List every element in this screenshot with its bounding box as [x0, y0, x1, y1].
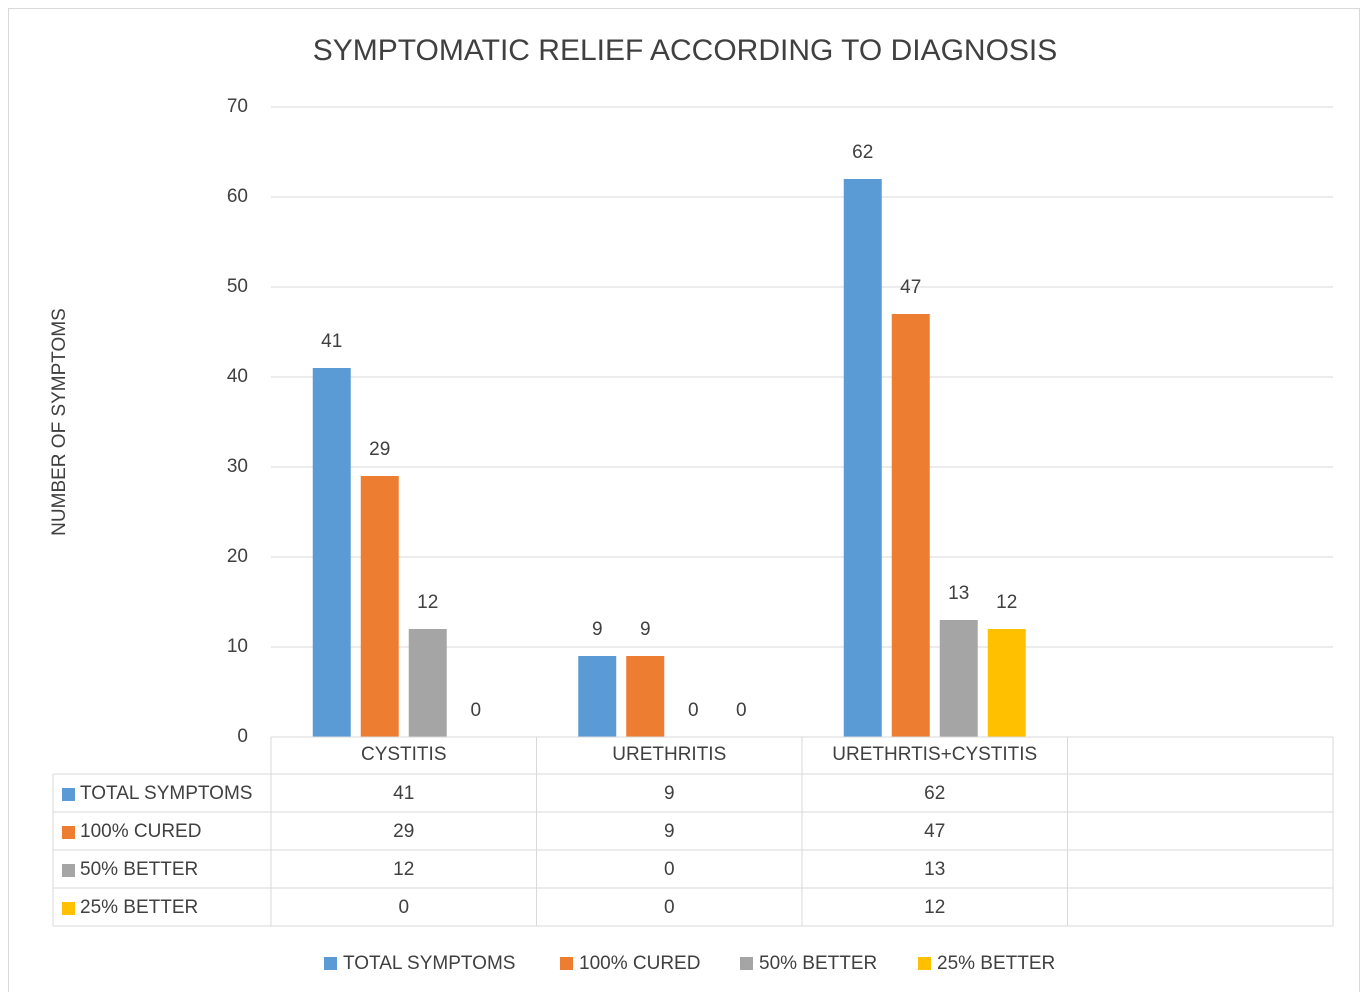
- table-legend-key: [62, 826, 75, 839]
- y-axis-title: NUMBER OF SYMPTOMS: [49, 308, 70, 536]
- table-cell: 29: [393, 821, 414, 842]
- table-cell: 9: [664, 821, 675, 842]
- table-legend-key: [62, 902, 75, 915]
- data-label: 9: [592, 619, 603, 640]
- table-cell: 12: [924, 897, 945, 918]
- legend-label: TOTAL SYMPTOMS: [343, 953, 515, 974]
- table-cell: 0: [398, 897, 409, 918]
- legend-label: 100% CURED: [579, 953, 700, 974]
- table-row-label: 100% CURED: [80, 821, 201, 842]
- table-cell: 13: [924, 859, 945, 880]
- data-label: 0: [688, 700, 699, 721]
- data-label: 47: [900, 277, 921, 298]
- x-tick-label: URETHRTIS+CYSTITIS: [832, 744, 1037, 765]
- table-cell: 41: [393, 783, 414, 804]
- table-row-label: TOTAL SYMPTOMS: [80, 783, 252, 804]
- data-label: 0: [736, 700, 747, 721]
- data-label: 12: [996, 592, 1017, 613]
- bar: [408, 629, 447, 737]
- y-tick-label: 0: [237, 726, 248, 747]
- y-tick-label: 40: [227, 366, 248, 387]
- legend-key: [740, 957, 753, 970]
- data-label: 13: [948, 583, 969, 604]
- bar: [939, 620, 978, 737]
- table-cell: 9: [664, 783, 675, 804]
- data-label: 12: [417, 592, 438, 613]
- legend-label: 25% BETTER: [937, 953, 1055, 974]
- table-row-label: 25% BETTER: [80, 897, 198, 918]
- bar: [360, 476, 399, 737]
- bar: [312, 368, 351, 737]
- data-label: 0: [470, 700, 481, 721]
- x-tick-label: CYSTITIS: [361, 744, 447, 765]
- bar: [578, 656, 617, 737]
- legend-key: [324, 957, 337, 970]
- legend-key: [560, 957, 573, 970]
- y-tick-label: 50: [227, 276, 248, 297]
- table-cell: 0: [664, 859, 675, 880]
- legend-label: 50% BETTER: [759, 953, 877, 974]
- table-cell: 0: [664, 897, 675, 918]
- y-tick-label: 20: [227, 546, 248, 567]
- table-legend-key: [62, 788, 75, 801]
- y-tick-label: 30: [227, 456, 248, 477]
- bar: [987, 629, 1026, 737]
- chart-title: SYMPTOMATIC RELIEF ACCORDING TO DIAGNOSI…: [313, 34, 1058, 67]
- table-legend-key: [62, 864, 75, 877]
- legend-key: [918, 957, 931, 970]
- bar: [843, 179, 882, 737]
- chart-border: [8, 8, 1360, 997]
- table-cell: 47: [924, 821, 945, 842]
- y-tick-label: 10: [227, 636, 248, 657]
- data-label: 41: [321, 331, 342, 352]
- data-label: 62: [852, 142, 873, 163]
- bar: [626, 656, 665, 737]
- y-tick-label: 60: [227, 186, 248, 207]
- x-tick-label: URETHRITIS: [612, 744, 726, 765]
- table-cell: 62: [924, 783, 945, 804]
- data-label: 29: [369, 439, 390, 460]
- data-label: 9: [640, 619, 651, 640]
- table-row-label: 50% BETTER: [80, 859, 198, 880]
- bar: [891, 314, 930, 737]
- table-cell: 12: [393, 859, 414, 880]
- y-tick-label: 70: [227, 96, 248, 117]
